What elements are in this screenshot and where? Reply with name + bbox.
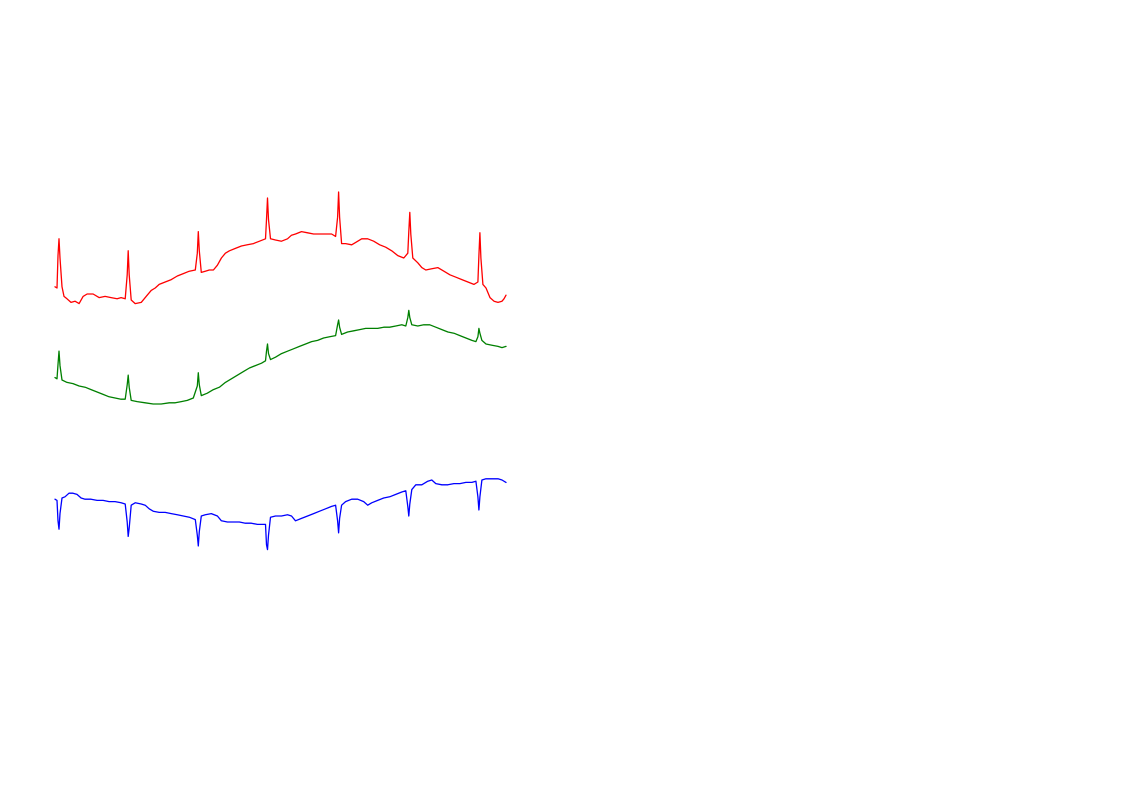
trace-2 <box>54 309 507 405</box>
trace-1 <box>54 191 507 305</box>
trace-3 <box>54 478 507 551</box>
